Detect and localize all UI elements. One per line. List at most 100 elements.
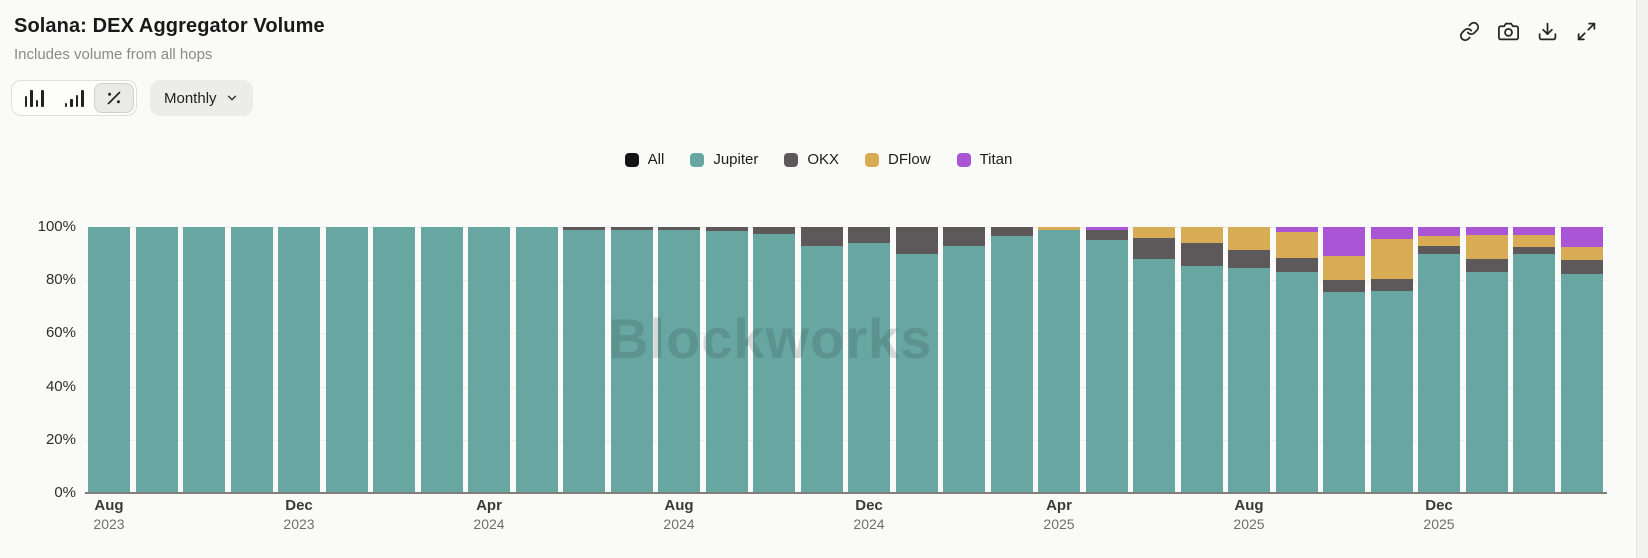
bar-may-2025[interactable] bbox=[1085, 227, 1128, 493]
bar-segment-okx bbox=[658, 227, 700, 230]
x-axis-label-year: 2023 bbox=[283, 516, 315, 532]
period-dropdown[interactable]: Monthly bbox=[150, 80, 253, 116]
download-icon bbox=[1538, 22, 1556, 40]
bar-segment-dflow bbox=[1275, 232, 1318, 258]
bar-segment-okx bbox=[1180, 242, 1223, 266]
bar-segment-jupiter bbox=[658, 229, 700, 493]
bar-segment-dflow bbox=[1513, 234, 1555, 247]
bar-mar-2026[interactable] bbox=[1560, 227, 1603, 493]
bar-sep-2023[interactable] bbox=[135, 227, 178, 493]
legend-swatch bbox=[784, 152, 799, 167]
bar-segment-titan bbox=[1323, 227, 1365, 257]
bar-segment-okx bbox=[1465, 258, 1508, 273]
bar-nov-2025[interactable] bbox=[1370, 227, 1413, 493]
bar-oct-2023[interactable] bbox=[183, 227, 225, 493]
bar-segment-okx bbox=[610, 227, 653, 230]
bar-aug-2023[interactable] bbox=[88, 227, 130, 493]
bar-feb-2025[interactable] bbox=[943, 227, 985, 493]
bar-oct-2025[interactable] bbox=[1323, 227, 1365, 493]
legend-label: DFlow bbox=[888, 151, 931, 168]
action-buttons bbox=[1455, 17, 1600, 45]
x-axis-label: Dec 2025 bbox=[1394, 497, 1484, 532]
bar-segment-jupiter bbox=[1275, 272, 1318, 493]
bar-jan-2026[interactable] bbox=[1465, 227, 1508, 493]
bar-segment-jupiter bbox=[1513, 253, 1555, 493]
x-axis-label-month: Dec bbox=[1425, 497, 1453, 514]
legend-item-dflow[interactable]: DFlow bbox=[865, 151, 931, 168]
x-axis-label-year: 2023 bbox=[93, 516, 125, 532]
bar-segment-okx bbox=[1418, 245, 1460, 254]
x-axis-label: Dec 2023 bbox=[254, 497, 344, 532]
bar-segment-okx bbox=[848, 227, 890, 243]
screenshot-button[interactable] bbox=[1494, 17, 1522, 45]
bar-segment-dflow bbox=[1038, 227, 1080, 230]
bar-oct-2024[interactable] bbox=[753, 227, 795, 493]
bar-segment-jupiter bbox=[1465, 272, 1508, 493]
bar-segment-okx bbox=[1133, 237, 1175, 259]
bar-jul-2024[interactable] bbox=[610, 227, 653, 493]
bar-segment-okx bbox=[1275, 257, 1318, 273]
x-axis-line bbox=[85, 492, 1607, 494]
bar-segment-jupiter bbox=[1560, 273, 1603, 493]
bar-segment-jupiter bbox=[990, 236, 1033, 493]
x-axis-label-month: Dec bbox=[285, 497, 313, 514]
bar-dec-2024[interactable] bbox=[848, 227, 890, 493]
y-axis-label: 60% bbox=[45, 324, 76, 342]
x-axis-label-year: 2025 bbox=[1233, 516, 1265, 532]
bar-sep-2024[interactable] bbox=[705, 227, 748, 493]
bar-aug-2025[interactable] bbox=[1228, 227, 1270, 493]
toggle-bar-chart-button[interactable] bbox=[14, 83, 54, 113]
bar-jan-2024[interactable] bbox=[325, 227, 368, 493]
bar-feb-2026[interactable] bbox=[1513, 227, 1555, 493]
bar-jun-2025[interactable] bbox=[1133, 227, 1175, 493]
bar-segment-jupiter bbox=[468, 227, 510, 493]
download-button[interactable] bbox=[1533, 17, 1561, 45]
bar-dec-2025[interactable] bbox=[1418, 227, 1460, 493]
bar-segment-dflow bbox=[1228, 227, 1270, 250]
page-subtitle: Includes volume from all hops bbox=[14, 46, 213, 63]
copy-link-button[interactable] bbox=[1455, 17, 1483, 45]
bar-segment-jupiter bbox=[135, 227, 178, 493]
gridline bbox=[85, 333, 1607, 335]
bar-feb-2024[interactable] bbox=[373, 227, 415, 493]
expand-button[interactable] bbox=[1572, 17, 1600, 45]
bar-nov-2023[interactable] bbox=[230, 227, 273, 493]
toggle-percent-button[interactable] bbox=[94, 83, 134, 113]
bar-segment-titan bbox=[1085, 227, 1128, 230]
bar-segment-jupiter bbox=[1418, 253, 1460, 493]
legend-item-okx[interactable]: OKX bbox=[784, 151, 839, 168]
bar-segment-jupiter bbox=[88, 227, 130, 493]
x-axis-label-year: 2024 bbox=[853, 516, 885, 532]
y-axis-label: 100% bbox=[37, 218, 76, 235]
legend-item-all[interactable]: All bbox=[624, 151, 664, 168]
legend-item-jupiter[interactable]: Jupiter bbox=[690, 151, 758, 168]
toggle-stacked-bar-button[interactable] bbox=[54, 83, 94, 113]
bar-sep-2025[interactable] bbox=[1275, 227, 1318, 493]
bar-segment-jupiter bbox=[943, 245, 985, 493]
bar-segment-okx bbox=[990, 227, 1033, 237]
bar-mar-2024[interactable] bbox=[420, 227, 463, 493]
bar-dec-2023[interactable] bbox=[278, 227, 320, 493]
bar-segment-okx bbox=[800, 227, 843, 246]
x-axis-label-year: 2024 bbox=[473, 516, 505, 532]
bar-segment-jupiter bbox=[895, 253, 938, 493]
bar-segment-dflow bbox=[1323, 256, 1365, 281]
bar-segment-jupiter bbox=[563, 229, 605, 493]
bar-nov-2024[interactable] bbox=[800, 227, 843, 493]
bar-segment-jupiter bbox=[325, 227, 368, 493]
bar-apr-2024[interactable] bbox=[468, 227, 510, 493]
bar-segment-jupiter bbox=[610, 229, 653, 493]
x-axis-label-month: Aug bbox=[94, 497, 124, 514]
legend-item-titan[interactable]: Titan bbox=[956, 151, 1012, 168]
bar-aug-2024[interactable] bbox=[658, 227, 700, 493]
bar-mar-2025[interactable] bbox=[990, 227, 1033, 493]
bar-apr-2025[interactable] bbox=[1038, 227, 1080, 493]
bar-jan-2025[interactable] bbox=[895, 227, 938, 493]
bar-segment-okx bbox=[1323, 280, 1365, 293]
bar-segment-dflow bbox=[1465, 234, 1508, 259]
bar-may-2024[interactable] bbox=[515, 227, 558, 493]
period-label: Monthly bbox=[164, 89, 217, 107]
bar-jun-2024[interactable] bbox=[563, 227, 605, 493]
bar-jul-2025[interactable] bbox=[1180, 227, 1223, 493]
